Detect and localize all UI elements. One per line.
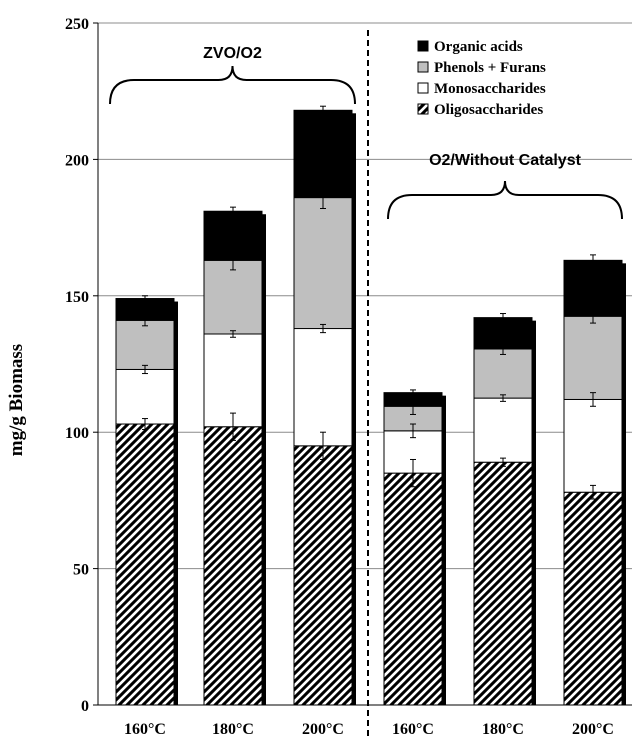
legend-swatch-organic-acids: [417, 40, 429, 52]
bars: [115, 105, 626, 706]
group-brace: [109, 65, 356, 105]
bar-segment-monosaccharides: [473, 397, 533, 463]
y-tick-label: 0: [81, 698, 89, 715]
bar-segment-monosaccharides: [293, 328, 353, 447]
group-label: O2/Without Catalyst: [429, 152, 582, 169]
x-tick-label: 160°C: [392, 721, 434, 737]
bar-segment-monosaccharides: [563, 398, 623, 493]
group-label: ZVO/O2: [203, 45, 262, 62]
x-tick-label: 180°C: [482, 721, 524, 737]
bar-segment-oligosaccharides: [115, 423, 175, 706]
bar-segment-organic-acids: [563, 259, 623, 317]
y-tick-label: 200: [65, 152, 89, 169]
legend-swatch-phenols-furans: [417, 61, 429, 73]
y-tick-label: 50: [73, 562, 89, 579]
y-tick-label: 250: [65, 16, 89, 33]
bar-segment-oligosaccharides: [383, 472, 443, 706]
bar-segment-phenols-furans: [115, 319, 175, 370]
legend: Organic acids Phenols + Furans Monosacchar…: [417, 39, 546, 118]
bar-segment-phenols-furans: [473, 348, 533, 399]
bar-segment-phenols-furans: [203, 259, 263, 335]
x-tick-label: 160°C: [124, 721, 166, 737]
legend-label: Organic acids: [434, 39, 523, 55]
x-tick-label: 200°C: [572, 721, 614, 737]
group-annotations: ZVO/O2 O2/Without Catalyst: [109, 30, 623, 737]
y-axis-title: mg/g Biomass: [6, 344, 27, 456]
legend-label: Phenols + Furans: [434, 60, 546, 76]
y-tick-label: 150: [65, 289, 89, 306]
bar-segment-phenols-furans: [563, 315, 623, 400]
bar-segment-monosaccharides: [115, 368, 175, 425]
bar-segment-organic-acids: [293, 109, 353, 199]
y-tick-label: 100: [65, 425, 89, 442]
legend-swatch-monosaccharides: [417, 82, 429, 94]
legend-label: Oligosaccharides: [434, 102, 543, 118]
group-brace: [387, 180, 623, 220]
gridlines: [98, 22, 632, 570]
x-tick-label: 180°C: [212, 721, 254, 737]
x-tick-label: 200°C: [302, 721, 344, 737]
legend-swatch-oligosaccharides: [417, 103, 429, 115]
bar-segment-phenols-furans: [293, 197, 353, 330]
bar-segment-oligosaccharides: [473, 461, 533, 706]
bar-segment-oligosaccharides: [293, 445, 353, 706]
bar-segment-oligosaccharides: [203, 426, 263, 706]
legend-label: Monosaccharides: [434, 81, 546, 97]
axes: 0 50 100 150 200 250 160°C 180°C 200°C 160°C 180°C…: [65, 16, 632, 737]
bar-segment-oligosaccharides: [563, 491, 623, 706]
